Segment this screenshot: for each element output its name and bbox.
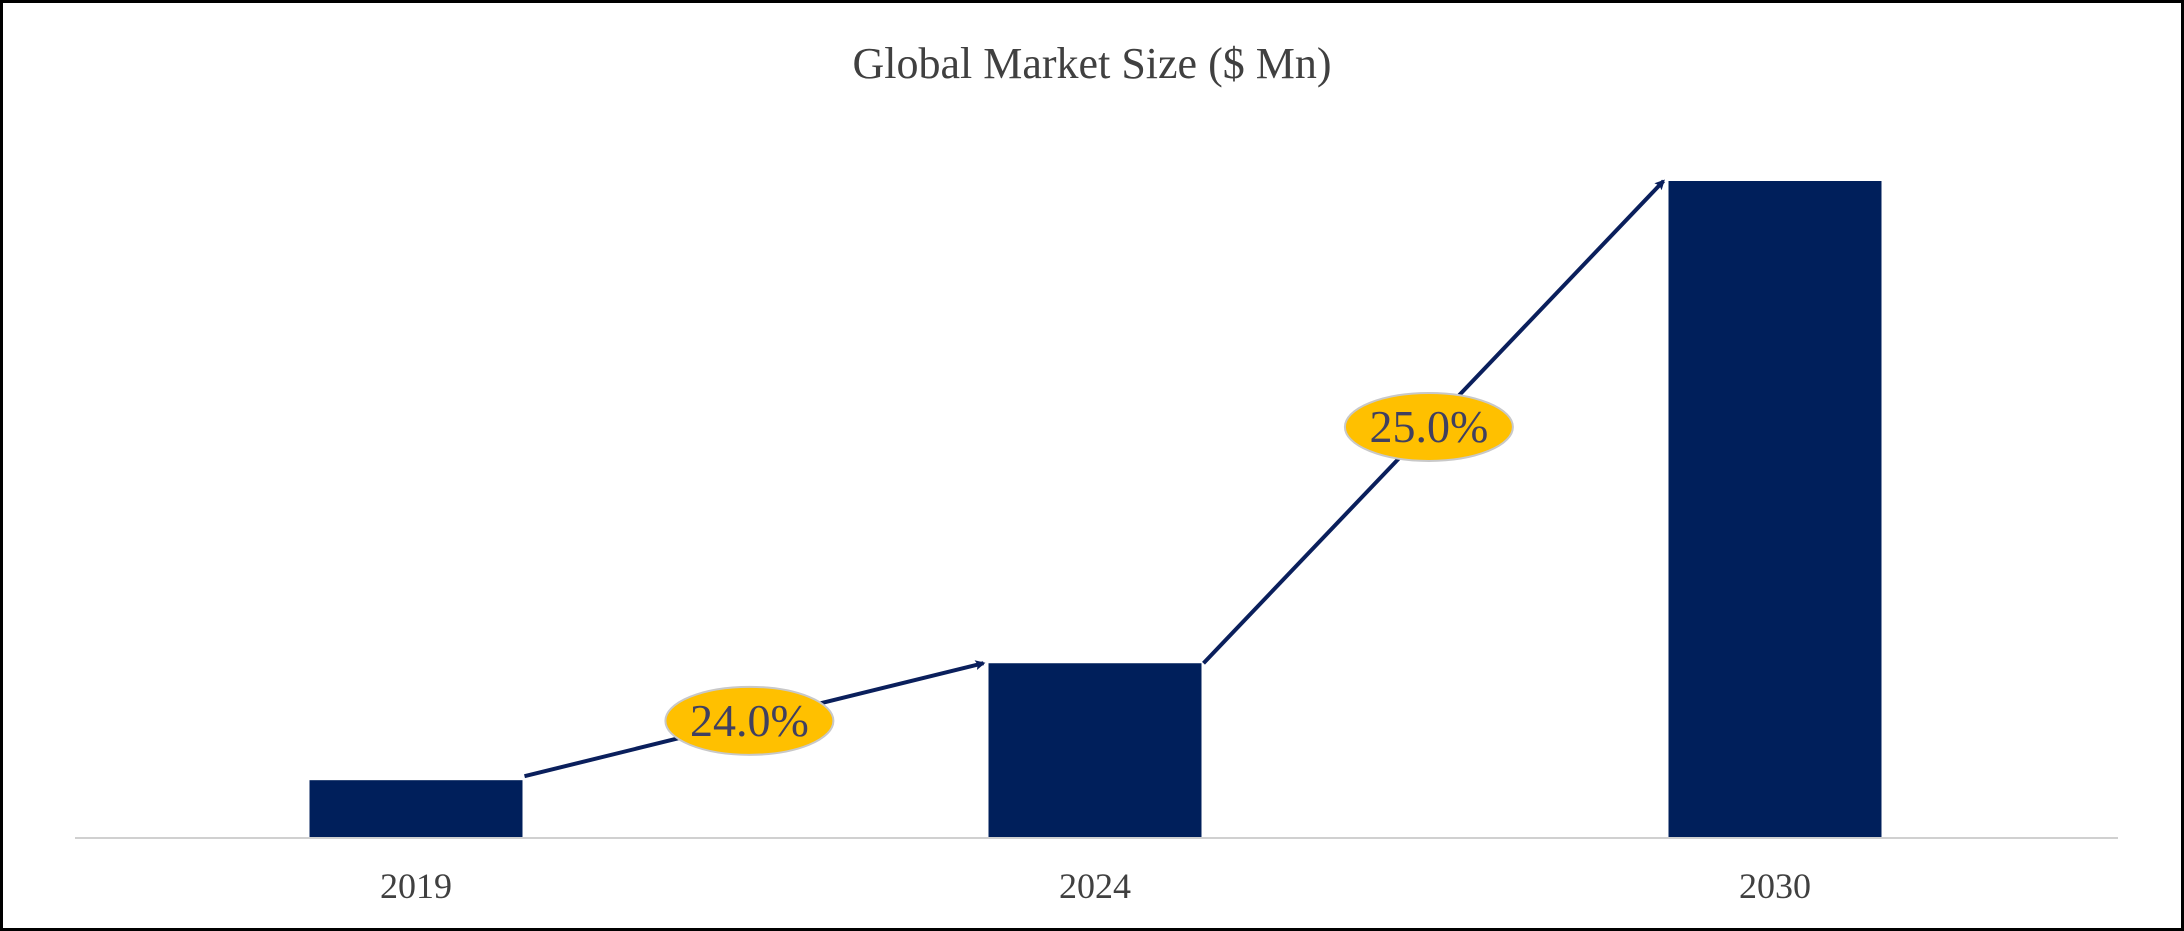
cagr-label: 25.0% [1369, 401, 1488, 452]
x-tick-label: 2030 [1739, 866, 1811, 906]
cagr-badge [664, 685, 835, 756]
chart-title: Global Market Size ($ Mn) [853, 39, 1332, 88]
bar-2030 [1668, 181, 1882, 838]
cagr-badge [1343, 391, 1514, 462]
bar-2019 [309, 780, 523, 838]
x-tick-label: 2019 [380, 866, 452, 906]
cagr-label: 24.0% [690, 695, 809, 746]
x-tick-label: 2024 [1059, 866, 1131, 906]
bar-2024 [988, 663, 1202, 838]
